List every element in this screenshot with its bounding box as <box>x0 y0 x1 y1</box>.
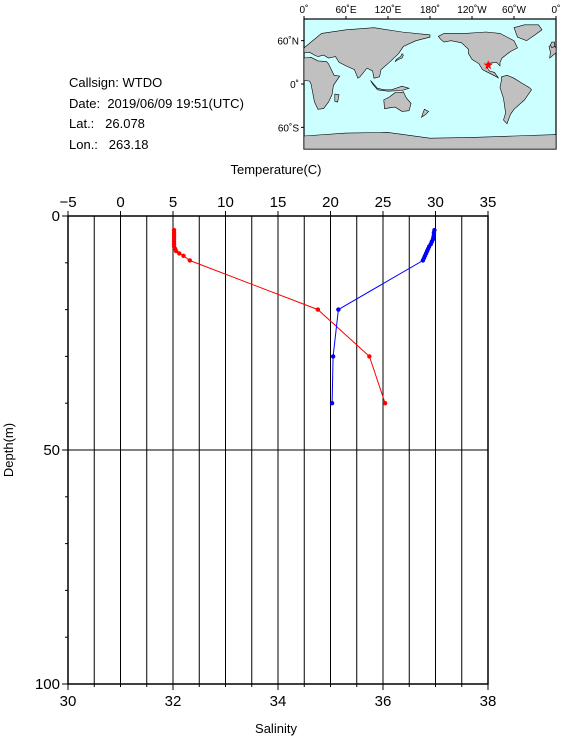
y-axis-title: Depth(m) <box>1 423 16 477</box>
salinity-point <box>420 258 426 263</box>
temperature-point <box>315 307 321 312</box>
date-row: Date: 2019/06/09 19:51(UTC) <box>69 94 244 115</box>
map-lat-tick-label: 60˚S <box>278 122 299 134</box>
bottom-axis-tick-label: 30 <box>60 693 77 710</box>
grid <box>67 216 489 684</box>
lat-label: Lat.: <box>69 116 95 131</box>
callsign-row: Callsign: WTDO <box>69 73 244 94</box>
map-lon-tick-label: 0˚ <box>552 4 561 16</box>
north-america-landmass <box>437 31 518 79</box>
map-lon-tick-label: 0˚ <box>300 4 309 16</box>
bottom-axis-tick-label: 36 <box>375 693 392 710</box>
map-marker-layer <box>483 60 493 70</box>
station-star-marker <box>483 60 493 70</box>
callsign-label: Callsign: <box>69 75 119 90</box>
top-axis-tick-label: 30 <box>427 194 444 211</box>
series <box>171 227 437 406</box>
temperature-point <box>181 253 186 258</box>
south-america-landmass <box>499 74 532 125</box>
top-axis-tick-label: 35 <box>480 194 497 211</box>
temperature-point <box>187 258 192 263</box>
map-lon-tick-label: 120˚W <box>457 4 487 16</box>
map-lon-tick-label: 60˚W <box>502 4 526 16</box>
top-axis-tick-label: 0 <box>116 194 124 211</box>
station-info: Callsign: WTDO Date: 2019/06/09 19:51(UT… <box>69 73 244 155</box>
temperature-point <box>177 251 182 256</box>
date-label: Date: <box>69 95 101 111</box>
lat-row: Lat.: 26.078 <box>69 114 244 135</box>
map-lat-tick-label: 60˚N <box>277 36 299 48</box>
top-axis-tick-label: 20 <box>322 194 339 211</box>
greenland-landmass <box>513 24 543 42</box>
madagascar-landmass <box>334 93 340 103</box>
japan-landmass <box>394 53 404 62</box>
bottom-axis-tick-label: 32 <box>165 693 182 710</box>
top-axis-tick-label: −5 <box>59 194 76 211</box>
callsign-value: WTDO <box>122 75 163 90</box>
world-map: 0˚ 60˚E 120˚E 180˚ 120˚W 60˚W 0˚ 60˚N 0˚ 60˚S <box>277 4 560 150</box>
map-landmasses <box>303 24 557 150</box>
lon-value: 263.18 <box>108 136 149 152</box>
indonesia-landmass <box>370 80 411 92</box>
uk-landmass <box>550 41 555 49</box>
top-axis-tick-label: 10 <box>217 194 234 211</box>
map-lon-tick-label: 60˚E <box>335 4 356 16</box>
temperature-point <box>382 401 388 406</box>
map-ticks: 0˚ 60˚E 120˚E 180˚ 120˚W 60˚W 0˚ 60˚N 0˚ 60˚S <box>277 4 560 134</box>
top-axis-tick-label: 15 <box>270 194 287 211</box>
lon-row: Lon.: 263.18 <box>69 135 244 156</box>
map-lon-tick-label: 180˚ <box>420 4 440 16</box>
bottom-axis-tick-label: 34 <box>270 693 287 710</box>
map-lat-tick-label: 0˚ <box>290 79 299 91</box>
bottom-axis-title: Salinity <box>255 721 297 736</box>
eurasia-landmass <box>303 27 431 79</box>
y-axis-tick-label: 0 <box>52 208 60 225</box>
new-zealand-landmass <box>421 108 430 118</box>
temperature-point <box>173 248 179 254</box>
africa-landmass <box>303 56 341 110</box>
salinity-point <box>336 307 341 312</box>
temperature-point <box>367 354 372 359</box>
lon-label: Lon.: <box>69 136 98 152</box>
salinity-point <box>329 401 335 406</box>
y-axis-tick-label: 50 <box>43 442 60 459</box>
y-axis-tick-label: 100 <box>35 676 60 693</box>
top-axis-tick-label: 5 <box>169 194 177 211</box>
bottom-axis-tick-label: 38 <box>480 693 497 710</box>
date-value: 2019/06/09 19:51(UTC) <box>107 95 244 111</box>
antarctica-landmass <box>303 132 557 150</box>
salinity-point <box>330 354 336 359</box>
map-lon-tick-label: 120˚E <box>375 4 402 16</box>
lat-value: 26.078 <box>105 116 145 131</box>
top-axis-title: Temperature(C) <box>230 162 321 177</box>
australia-landmass <box>383 91 412 112</box>
temperature-series-line <box>173 230 386 404</box>
top-axis-tick-label: 25 <box>375 194 392 211</box>
